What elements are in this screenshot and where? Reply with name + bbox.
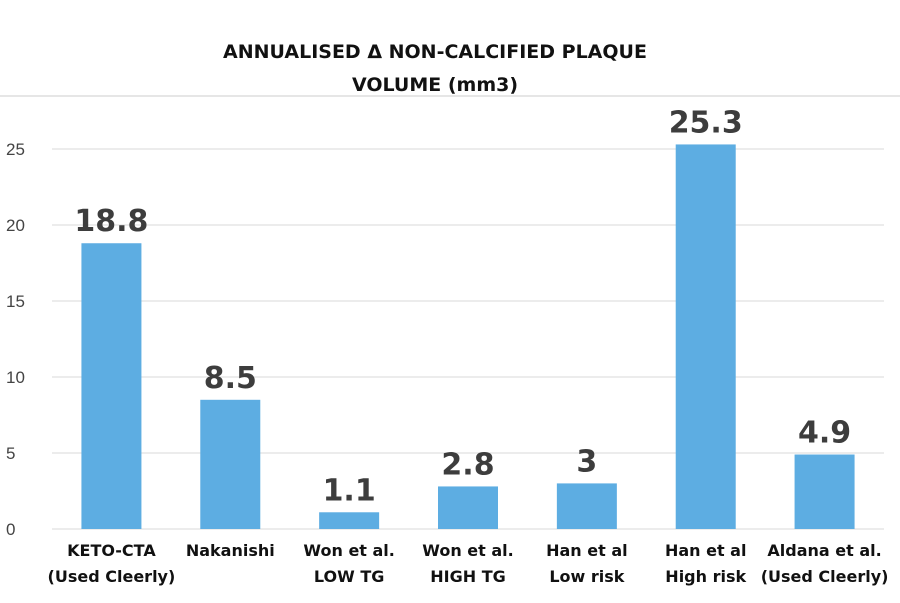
y-tick-label: 0 (6, 520, 15, 539)
category-label-line: KETO-CTA (67, 541, 156, 560)
y-tick-label: 5 (6, 444, 15, 463)
y-tick-label: 20 (6, 216, 25, 235)
category-label-line: (Used Cleerly) (761, 567, 889, 586)
data-labels: 18.8 8.5 1.1 2.8 3 25.3 4.9 (74, 105, 851, 508)
gridlines (52, 148, 884, 530)
category-label-line: Won et al. (303, 541, 394, 560)
data-label: 25.3 (669, 105, 743, 140)
data-label: 8.5 (204, 361, 257, 396)
category-label-line: Won et al. (422, 541, 513, 560)
category-label: Han et al Low risk (546, 541, 628, 586)
data-label: 18.8 (74, 204, 148, 239)
bars (81, 144, 855, 530)
chart-title-line-1: ANNUALISED Δ NON-CALCIFIED PLAQUE (223, 41, 647, 63)
bar (319, 512, 380, 529)
category-label: Aldana et al. (Used Cleerly) (761, 541, 889, 586)
bar (81, 243, 142, 530)
bar (675, 144, 736, 529)
category-label-line: Nakanishi (186, 541, 275, 560)
category-label-line: Han et al (665, 541, 747, 560)
chart-title-line-2: VOLUME (mm3) (352, 74, 518, 96)
data-label: 4.9 (798, 416, 851, 451)
data-label: 2.8 (441, 447, 494, 482)
bar (556, 483, 617, 529)
y-axis-tick-labels: 0 5 10 15 20 25 (6, 140, 25, 539)
category-label-line: Han et al (546, 541, 628, 560)
y-tick-label: 15 (6, 292, 25, 311)
y-tick-label: 10 (6, 368, 25, 387)
data-label: 3 (576, 444, 597, 479)
category-label: KETO-CTA (Used Cleerly) (48, 541, 176, 586)
category-label-line: LOW TG (314, 567, 385, 586)
chart-title: ANNUALISED Δ NON-CALCIFIED PLAQUE VOLUME… (223, 41, 647, 96)
bar (794, 454, 855, 529)
category-label-line: HIGH TG (430, 567, 505, 586)
category-label-line: High risk (665, 567, 746, 586)
category-label: Won et al. LOW TG (303, 541, 394, 586)
bar (200, 399, 261, 529)
category-label: Han et al High risk (665, 541, 747, 586)
category-label-line: Aldana et al. (767, 541, 881, 560)
y-tick-label: 25 (6, 140, 25, 159)
data-label: 1.1 (323, 473, 376, 508)
category-label: Nakanishi (186, 541, 275, 560)
bar (438, 486, 498, 529)
category-label-line: (Used Cleerly) (48, 567, 176, 586)
category-label: Won et al. HIGH TG (422, 541, 513, 586)
category-label-line: Low risk (549, 567, 624, 586)
x-axis-category-labels: KETO-CTA (Used Cleerly) Nakanishi Won et al… (48, 541, 889, 586)
